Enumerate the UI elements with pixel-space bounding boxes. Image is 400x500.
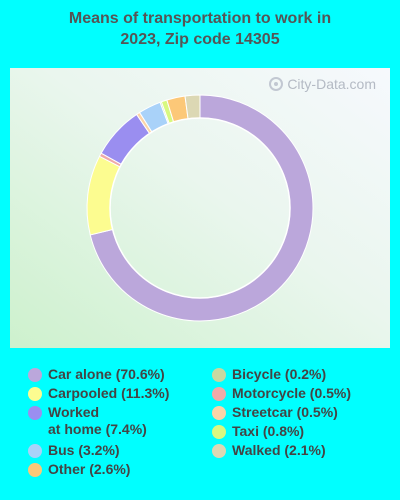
legend-label-text: Carpooled (11.3%) bbox=[48, 385, 170, 401]
donut-hole-outline bbox=[109, 117, 291, 299]
legend-swatch-car bbox=[28, 368, 42, 382]
legend-label-text: Bus (3.2%) bbox=[48, 442, 120, 458]
legend-label-taxi: Taxi (0.8%) bbox=[232, 423, 304, 440]
legend-label-carpooled: Carpooled (11.3%) bbox=[48, 385, 169, 402]
legend-label-text: Streetcar (0.5%) bbox=[232, 404, 338, 420]
donut-chart bbox=[86, 94, 314, 322]
legend-label-text: Motorcycle (0.5%) bbox=[232, 385, 352, 401]
legend-label-bicycle: Bicycle (0.2%) bbox=[232, 366, 326, 383]
legend-swatch-worked bbox=[28, 406, 42, 420]
donut-slice-carpooled bbox=[86, 155, 121, 236]
legend-swatch-walked bbox=[212, 444, 226, 458]
legend-swatch-taxi bbox=[212, 425, 226, 439]
donut-slice-walked bbox=[184, 94, 201, 120]
legend-item-bus: Bus (3.2%) bbox=[28, 442, 120, 459]
watermark: City-Data.com bbox=[269, 76, 376, 92]
chart-title: Means of transportation to work in 2023,… bbox=[0, 8, 400, 50]
legend-item-motorcycle: Motorcycle (0.5%) bbox=[212, 385, 351, 402]
legend-label-motorcycle: Motorcycle (0.5%) bbox=[232, 385, 351, 402]
legend-swatch-other bbox=[28, 463, 42, 477]
legend-swatch-bicycle bbox=[212, 368, 226, 382]
legend-label-worked: Worked at home (7.4%) bbox=[48, 404, 147, 438]
legend-label-text-line2: at home (7.4%) bbox=[48, 421, 147, 437]
watermark-text: City-Data.com bbox=[287, 76, 376, 92]
legend-label-other: Other (2.6%) bbox=[48, 461, 130, 478]
legend-item-worked: Worked at home (7.4%) bbox=[28, 404, 147, 438]
legend-label-text: Other (2.6%) bbox=[48, 461, 131, 477]
legend-label-text: Bicycle (0.2%) bbox=[232, 366, 327, 382]
chart-panel: City-Data.com bbox=[10, 68, 390, 348]
legend-item-carpooled: Carpooled (11.3%) bbox=[28, 385, 169, 402]
chart-title-line2: 2023, Zip code 14305 bbox=[120, 31, 280, 48]
legend-item-walked: Walked (2.1%) bbox=[212, 442, 326, 459]
chart-title-line1: Means of transportation to work in bbox=[68, 10, 332, 27]
legend-label-bus: Bus (3.2%) bbox=[48, 442, 120, 459]
legend: Car alone (70.6%) Carpooled (11.3%) Worked… bbox=[0, 366, 400, 496]
watermark-logo-icon bbox=[269, 77, 284, 91]
legend-item-taxi: Taxi (0.8%) bbox=[212, 423, 304, 440]
legend-label-text: Taxi (0.8%) bbox=[232, 423, 305, 439]
legend-label-text: Walked (2.1%) bbox=[232, 442, 326, 458]
legend-swatch-streetcar bbox=[212, 406, 226, 420]
legend-swatch-carpooled bbox=[28, 387, 42, 401]
legend-item-bicycle: Bicycle (0.2%) bbox=[212, 366, 326, 383]
legend-swatch-motorcycle bbox=[212, 387, 226, 401]
legend-item-car: Car alone (70.6%) bbox=[28, 366, 165, 383]
legend-label-text: Car alone (70.6%) bbox=[48, 366, 165, 382]
legend-label-streetcar: Streetcar (0.5%) bbox=[232, 404, 338, 421]
legend-item-other: Other (2.6%) bbox=[28, 461, 130, 478]
legend-label-walked: Walked (2.1%) bbox=[232, 442, 326, 459]
legend-label-car: Car alone (70.6%) bbox=[48, 366, 165, 383]
legend-swatch-bus bbox=[28, 444, 42, 458]
legend-label-text: Worked bbox=[48, 404, 100, 420]
legend-item-streetcar: Streetcar (0.5%) bbox=[212, 404, 338, 421]
